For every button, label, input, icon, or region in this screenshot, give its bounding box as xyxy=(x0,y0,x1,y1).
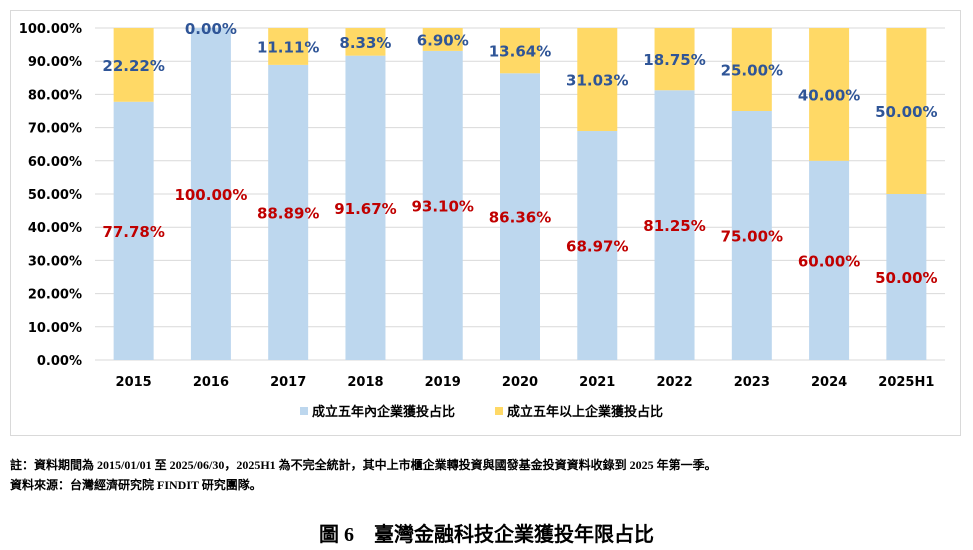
data-label: 18.75% xyxy=(643,51,705,69)
data-label: 68.97% xyxy=(566,238,628,256)
x-tick-label: 2025H1 xyxy=(878,375,934,390)
y-tick-label: 40.00% xyxy=(28,221,82,236)
bar-segment-over-5-years xyxy=(886,28,927,194)
bar-segment-within-5-years xyxy=(190,28,231,360)
data-label: 8.33% xyxy=(339,34,391,52)
data-label: 0.00% xyxy=(185,20,237,38)
legend-swatch xyxy=(300,407,308,415)
bar-segment-over-5-years xyxy=(345,28,386,56)
data-label: 100.00% xyxy=(174,186,247,204)
data-label: 86.36% xyxy=(489,209,551,227)
bar-segment-over-5-years xyxy=(500,28,540,74)
bar-segment-within-5-years xyxy=(422,50,463,361)
data-label: 50.00% xyxy=(875,103,937,121)
y-tick-label: 60.00% xyxy=(28,155,82,170)
data-label: 11.11% xyxy=(257,38,319,56)
legend-swatch xyxy=(495,407,503,415)
data-label: 22.22% xyxy=(102,57,164,75)
bar-segment-within-5-years xyxy=(577,131,618,360)
data-label: 31.03% xyxy=(566,72,628,90)
x-tick-label: 2015 xyxy=(116,375,152,390)
bar-segment-over-5-years xyxy=(113,28,154,102)
x-tick-label: 2018 xyxy=(347,375,383,390)
bar-segment-within-5-years xyxy=(500,73,540,361)
stacked-bar-chart: 0.00% 10.00% 20.00% 30.00% 40.00% 50.00% 60.00… xyxy=(19,20,945,420)
bar-segment-within-5-years xyxy=(345,55,386,360)
y-tick-label: 20.00% xyxy=(28,288,82,303)
chart-source: 資料來源：台灣經濟研究院 FINDIT 研究團隊。 xyxy=(10,478,262,492)
y-tick-label: 50.00% xyxy=(28,188,82,203)
data-label: 13.64% xyxy=(489,43,551,61)
data-label: 77.78% xyxy=(102,223,164,241)
bar-segment-over-5-years xyxy=(731,28,772,111)
x-tick-label: 2022 xyxy=(656,375,692,390)
figure-caption: 圖 6 臺灣金融科技企業獲投年限占比 xyxy=(319,524,654,546)
y-tick-label: 0.00% xyxy=(37,354,82,369)
bar-segment-over-5-years xyxy=(422,28,463,51)
bar-segment-over-5-years xyxy=(654,28,695,91)
y-tick-label: 30.00% xyxy=(28,254,82,269)
bar-segment-within-5-years xyxy=(809,160,850,360)
x-tick-label: 2019 xyxy=(425,375,461,390)
bar-segment-within-5-years xyxy=(886,194,927,360)
data-label: 60.00% xyxy=(798,252,860,270)
chart-frame xyxy=(10,10,961,436)
x-tick-label: 2023 xyxy=(734,375,770,390)
legend-label: 成立五年以上企業獲投占比 xyxy=(507,404,663,420)
chart-note: 註：資料期間為 2015/01/01 至 2025/06/30，2025H1 為… xyxy=(10,458,717,472)
x-tick-label: 2017 xyxy=(270,375,306,390)
data-label: 6.90% xyxy=(417,31,469,49)
bar-segment-within-5-years xyxy=(731,111,772,360)
bar-segment-within-5-years xyxy=(113,101,154,361)
bar-segment-within-5-years xyxy=(268,64,309,361)
bar-segment-over-5-years xyxy=(268,28,309,65)
y-tick-label: 100.00% xyxy=(19,22,82,37)
x-tick-label: 2016 xyxy=(193,375,229,390)
legend-label: 成立五年內企業獲投占比 xyxy=(312,404,455,420)
y-tick-label: 10.00% xyxy=(28,321,82,336)
data-label: 25.00% xyxy=(721,62,783,80)
data-label: 93.10% xyxy=(411,197,473,215)
x-tick-label: 2021 xyxy=(579,375,615,390)
y-tick-label: 90.00% xyxy=(28,55,82,70)
data-label: 91.67% xyxy=(334,200,396,218)
x-tick-label: 2024 xyxy=(811,375,847,390)
x-tick-label: 2020 xyxy=(502,375,538,390)
data-label: 88.89% xyxy=(257,204,319,222)
y-tick-label: 70.00% xyxy=(28,122,82,137)
data-label: 40.00% xyxy=(798,86,860,104)
bar-segment-over-5-years xyxy=(809,28,850,161)
data-label: 81.25% xyxy=(643,217,705,235)
bar-segment-within-5-years xyxy=(654,90,695,360)
y-tick-label: 80.00% xyxy=(28,88,82,103)
data-label: 75.00% xyxy=(721,228,783,246)
bar-segment-over-5-years xyxy=(577,28,618,132)
data-label: 50.00% xyxy=(875,269,937,287)
